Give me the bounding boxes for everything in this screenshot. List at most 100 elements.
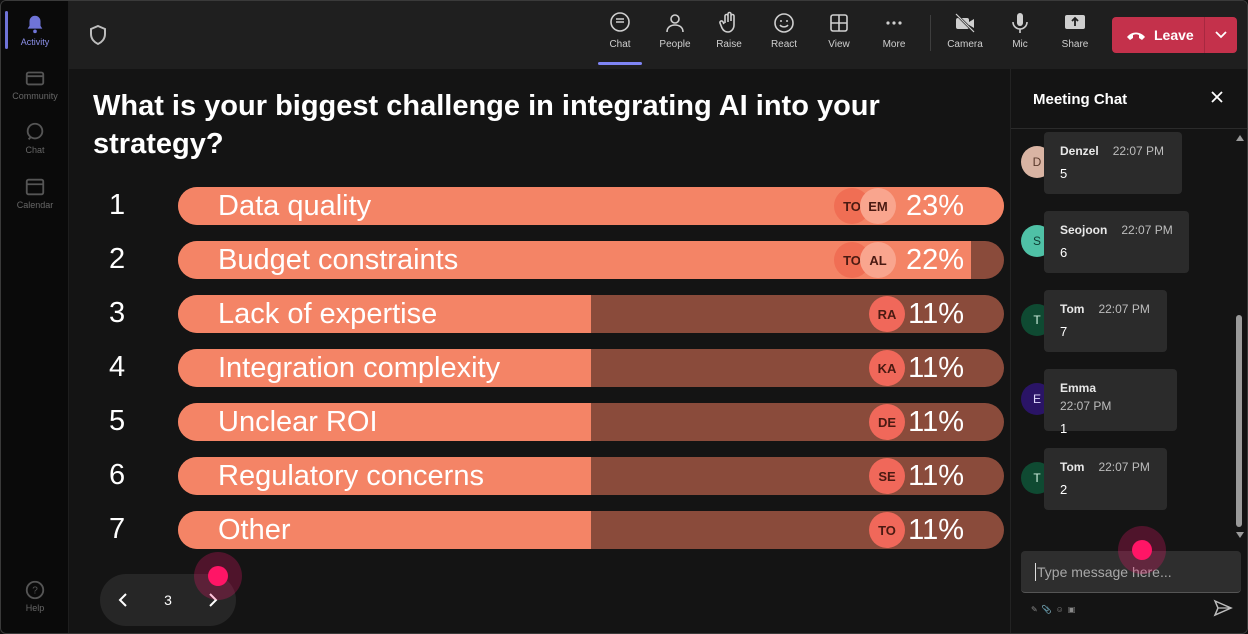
poll-option-row: 7 Other TO 11% [93, 511, 1005, 549]
toolbar-label: Mic [1012, 39, 1028, 50]
scroll-thumb[interactable] [1236, 315, 1242, 527]
leave-divider [1204, 17, 1205, 53]
toolbar-label: Camera [947, 39, 983, 50]
rail-item-activity[interactable]: Activity [1, 13, 69, 47]
rail-label: Activity [20, 37, 50, 47]
option-label: Other [218, 514, 291, 546]
toolbar-react-button[interactable]: React [760, 9, 808, 61]
format-icon[interactable]: ✎ [1031, 605, 1038, 614]
toolbar-label: React [770, 39, 798, 50]
bell-icon [27, 15, 43, 34]
message-text: 2 [1060, 482, 1068, 497]
option-number: 2 [109, 243, 126, 275]
shield-icon[interactable] [89, 25, 107, 45]
option-percent: 11% [908, 406, 964, 438]
toolbar-share-button[interactable]: Share [1051, 9, 1099, 61]
option-number: 3 [109, 297, 126, 329]
poll-option-row: 4 Integration complexity KA 11% [93, 349, 1005, 387]
calendar-icon [25, 178, 45, 196]
toolbar-more-button[interactable]: More [870, 9, 918, 61]
voter-avatar: AL [860, 242, 896, 278]
rail-item-help[interactable]: ? Help [1, 579, 69, 613]
svg-text:?: ? [32, 586, 38, 597]
rail-item-community[interactable]: Community [1, 67, 69, 101]
grid-icon [830, 14, 848, 32]
rail-item-chat[interactable]: Chat [1, 121, 69, 155]
poll-option-row: 1 Data quality TO EM 23% [93, 187, 1005, 225]
chevron-down-icon [1215, 31, 1227, 39]
rail-item-calendar[interactable]: Calendar [1, 176, 69, 210]
chat-input-placeholder: Type message here... [1037, 563, 1172, 580]
option-label: Data quality [218, 190, 372, 222]
meeting-chat-panel: Meeting Chat D Denzel 22:07 PM 5 S Seojoon 22:… [1010, 69, 1247, 633]
message-timestamp: 22:07 PM [1098, 302, 1150, 316]
message-bubble[interactable]: Tom 22:07 PM 7 [1044, 290, 1167, 352]
toolbar-mic-button[interactable]: Mic [996, 9, 1044, 61]
page-number: 3 [164, 592, 172, 608]
ellipsis-icon [886, 21, 902, 25]
option-number: 6 [109, 459, 126, 491]
toolbar-view-button[interactable]: View [815, 9, 863, 61]
message-bubble[interactable]: Emma 22:07 PM 1 [1044, 369, 1177, 436]
poll-stage: What is your biggest challenge in integr… [69, 69, 1010, 633]
toolbar-label: Chat [609, 39, 631, 50]
voter-avatar: DE [869, 404, 905, 440]
message-bubble[interactable]: Seojoon 22:07 PM 6 [1044, 211, 1189, 273]
leave-main[interactable]: Leave [1112, 17, 1204, 53]
gif-icon[interactable]: ▣ [1067, 605, 1076, 614]
message-bubble[interactable]: Denzel 22:07 PM 5 [1044, 132, 1182, 194]
result-bar-fill [178, 349, 591, 387]
chat-header: Meeting Chat [1011, 69, 1247, 129]
message-text: 6 [1060, 245, 1068, 260]
message-bubble[interactable]: Tom 22:07 PM 2 [1044, 448, 1167, 510]
sender-name: Tom [1060, 302, 1085, 316]
result-bar-fill [178, 511, 591, 549]
leave-options-button[interactable] [1205, 31, 1237, 39]
message-timestamp: 22:07 PM [1098, 460, 1150, 474]
option-label: Regulatory concerns [218, 460, 484, 492]
message-text: 1 [1060, 421, 1068, 436]
message-timestamp: 22:07 PM [1060, 399, 1112, 413]
text-caret [1035, 562, 1036, 581]
option-number: 5 [109, 405, 126, 437]
message-text: 7 [1060, 324, 1068, 339]
chevron-right-icon[interactable] [203, 591, 221, 609]
toolbar-label: Share [1061, 39, 1089, 50]
chat-message-list[interactable]: D Denzel 22:07 PM 5 S Seojoon 22:07 PM 6 T Tom 22:… [1011, 129, 1233, 543]
voter-avatar: TO [869, 512, 905, 548]
close-icon[interactable] [1209, 89, 1225, 105]
chevron-left-icon[interactable] [115, 591, 133, 609]
option-label: Integration complexity [218, 352, 501, 384]
result-bar: Budget constraints TO AL 22% [178, 241, 1004, 279]
toolbar-people-button[interactable]: People [651, 9, 699, 61]
toolbar-chat-button[interactable]: Chat [596, 9, 644, 65]
scroll-down-arrow[interactable] [1236, 532, 1244, 538]
option-label: Unclear ROI [218, 406, 378, 438]
community-icon [25, 71, 45, 86]
toolbar-label: More [882, 39, 906, 50]
toolbar-raise-button[interactable]: Raise [705, 9, 753, 61]
send-icon[interactable] [1213, 599, 1233, 617]
sender-name: Denzel [1060, 144, 1099, 158]
chat-scrollbar[interactable] [1233, 129, 1245, 543]
rail-label: Help [25, 603, 45, 613]
result-bar: Regulatory concerns SE 11% [178, 457, 1004, 495]
option-number: 1 [109, 189, 126, 221]
leave-button[interactable]: Leave [1112, 17, 1237, 53]
result-bar: Unclear ROI DE 11% [178, 403, 1004, 441]
chat-message-input[interactable]: Type message here... [1021, 551, 1241, 593]
emoji-icon[interactable]: ☺ [1055, 605, 1064, 614]
result-bar-fill [178, 295, 591, 333]
toolbar-camera-button[interactable]: Camera [941, 9, 989, 61]
hand-icon [719, 11, 735, 33]
option-percent: 23% [905, 190, 964, 222]
click-indicator [194, 552, 242, 600]
hang-up-icon [1127, 32, 1145, 40]
rail-label: Chat [25, 145, 45, 155]
scroll-up-arrow[interactable] [1236, 135, 1244, 141]
sender-name: Tom [1060, 460, 1085, 474]
poll-option-row: 3 Lack of expertise RA 11% [93, 295, 1005, 333]
attach-icon[interactable]: 📎 [1041, 605, 1052, 614]
option-percent: 11% [908, 460, 964, 492]
sender-name: Seojoon [1060, 223, 1108, 237]
